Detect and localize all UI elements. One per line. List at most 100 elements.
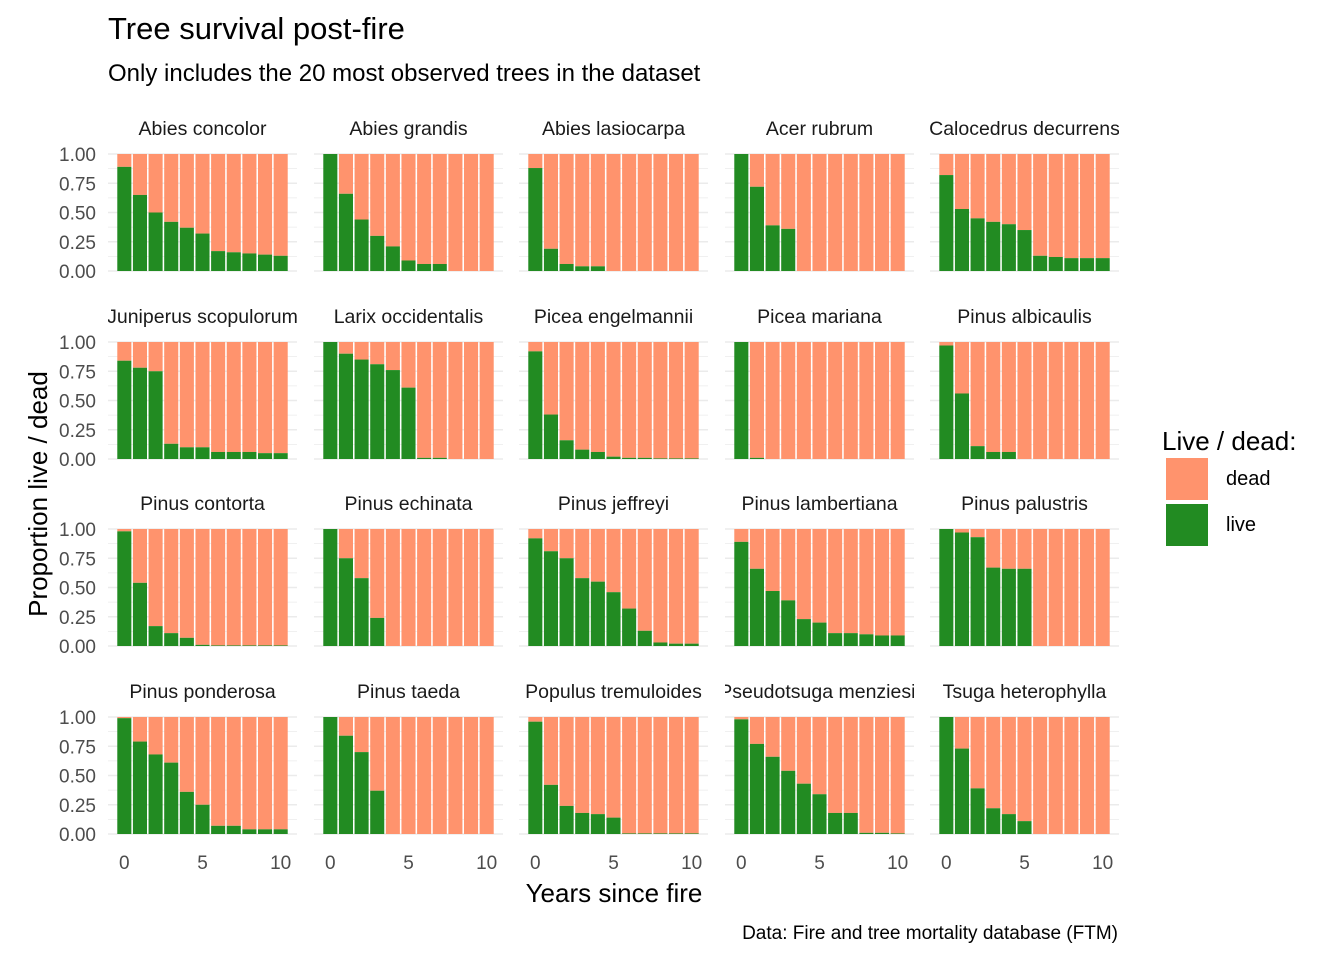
- facet-panel: Abies grandis: [314, 118, 503, 272]
- bar-live: [179, 791, 194, 834]
- bar-live: [669, 458, 684, 459]
- bar-dead: [195, 154, 210, 234]
- bar-live: [796, 619, 811, 646]
- bar-dead: [939, 154, 954, 176]
- y-tick-label: 0.50: [59, 392, 96, 413]
- bar-dead: [195, 717, 210, 805]
- bar-dead: [781, 717, 796, 771]
- facet-strip-label: Pinus ponderosa: [129, 681, 276, 703]
- facet-panel: Calocedrus decurrens: [930, 118, 1119, 272]
- bar-dead: [669, 154, 684, 271]
- bar-live: [543, 248, 558, 271]
- bar-live: [323, 342, 338, 459]
- y-tick-label: 1.00: [59, 520, 96, 541]
- bar-live: [828, 633, 843, 646]
- bar-live: [986, 567, 1001, 646]
- bar-live: [164, 762, 179, 834]
- bar-dead: [734, 717, 749, 720]
- bar-live: [354, 752, 369, 834]
- bar-live: [590, 266, 605, 271]
- bar-dead: [970, 717, 985, 789]
- bar-live: [559, 263, 574, 271]
- bar-live: [543, 551, 558, 646]
- bar-live: [117, 531, 132, 646]
- bar-live: [986, 451, 1001, 459]
- bar-live: [653, 833, 668, 834]
- bar-dead: [781, 154, 796, 229]
- bar-live: [543, 784, 558, 834]
- bar-live: [939, 175, 954, 271]
- bar-dead: [749, 529, 764, 569]
- bar-live: [970, 788, 985, 834]
- bar-live: [432, 457, 447, 459]
- bar-dead: [543, 529, 558, 552]
- bar-dead: [1017, 154, 1032, 231]
- bar-live: [765, 591, 780, 646]
- bar-dead: [148, 529, 163, 627]
- y-tick-label: 0.25: [59, 421, 96, 442]
- bar-dead: [1033, 154, 1048, 256]
- bar-live: [273, 255, 288, 271]
- legend-item-live: live: [1162, 504, 1296, 550]
- bar-dead: [242, 154, 257, 254]
- bar-live: [590, 814, 605, 834]
- bar-dead: [401, 154, 416, 261]
- legend-swatch-dead: [1166, 458, 1208, 500]
- bar-dead: [370, 154, 385, 236]
- bar-live: [954, 393, 969, 459]
- bar-dead: [401, 529, 416, 646]
- bar-dead: [1001, 154, 1016, 225]
- facet-strip-label: Abies concolor: [139, 118, 267, 140]
- bar-live: [606, 592, 621, 646]
- bar-dead: [417, 342, 432, 458]
- bar-live: [354, 359, 369, 459]
- facet-panel: Pinus lambertiana: [725, 493, 914, 647]
- y-tick-label: 0.50: [59, 579, 96, 600]
- bar-dead: [354, 717, 369, 753]
- bar-dead: [354, 342, 369, 360]
- bar-live: [1017, 821, 1032, 834]
- bar-dead: [749, 717, 764, 744]
- bar-live: [1033, 255, 1048, 271]
- bar-live: [528, 351, 543, 459]
- bar-live: [637, 630, 652, 646]
- facet-panel: Acer rubrum: [725, 118, 914, 272]
- x-tick-label: 0: [325, 853, 336, 874]
- bar-live: [781, 600, 796, 646]
- bar-live: [338, 558, 353, 646]
- bar-dead: [258, 342, 273, 454]
- bar-dead: [543, 717, 558, 785]
- bar-dead: [1001, 717, 1016, 815]
- bar-dead: [637, 717, 652, 834]
- facet-strip-label: Pinus palustris: [961, 493, 1088, 515]
- bar-live: [749, 457, 764, 459]
- bar-dead: [812, 717, 827, 795]
- bar-live: [132, 194, 147, 271]
- bar-dead: [637, 342, 652, 458]
- bar-live: [179, 447, 194, 459]
- bar-dead: [1033, 342, 1048, 459]
- bar-dead: [258, 529, 273, 646]
- bar-live: [148, 626, 163, 646]
- bar-live: [354, 219, 369, 271]
- bar-dead: [226, 717, 241, 826]
- x-tick-label: 0: [119, 853, 130, 874]
- bar-dead: [179, 529, 194, 638]
- bar-dead: [575, 154, 590, 267]
- bar-live: [828, 812, 843, 834]
- bar-dead: [385, 717, 400, 834]
- bar-dead: [684, 342, 699, 459]
- bar-dead: [1095, 529, 1110, 646]
- facet-panel: Abies concolor 0.00 0.25 0.50 0.75 1.00: [59, 118, 297, 283]
- legend-label-dead: dead: [1226, 468, 1271, 490]
- bar-dead: [986, 529, 1001, 568]
- bar-dead: [749, 342, 764, 458]
- bar-live: [323, 154, 338, 271]
- bar-live: [559, 558, 574, 646]
- bar-live: [970, 218, 985, 271]
- bar-dead: [117, 529, 132, 532]
- y-tick-label: 0.00: [59, 450, 96, 471]
- bar-dead: [226, 529, 241, 646]
- bar-dead: [464, 342, 479, 459]
- bar-live: [1001, 451, 1016, 459]
